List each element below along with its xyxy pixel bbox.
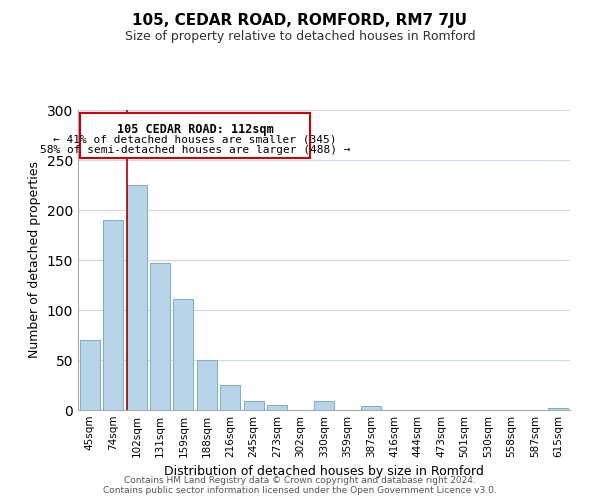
Bar xyxy=(150,263,170,410)
Text: ← 41% of detached houses are smaller (345): ← 41% of detached houses are smaller (34… xyxy=(53,134,337,144)
Bar xyxy=(127,185,146,410)
Bar xyxy=(267,405,287,410)
Bar xyxy=(314,401,334,410)
Bar xyxy=(80,340,100,410)
Text: 58% of semi-detached houses are larger (488) →: 58% of semi-detached houses are larger (… xyxy=(40,145,350,155)
Text: 105 CEDAR ROAD: 112sqm: 105 CEDAR ROAD: 112sqm xyxy=(117,123,274,136)
Text: Size of property relative to detached houses in Romford: Size of property relative to detached ho… xyxy=(125,30,475,43)
Bar xyxy=(220,385,240,410)
X-axis label: Distribution of detached houses by size in Romford: Distribution of detached houses by size … xyxy=(164,466,484,478)
Bar xyxy=(173,299,193,410)
Text: Contains HM Land Registry data © Crown copyright and database right 2024.: Contains HM Land Registry data © Crown c… xyxy=(124,476,476,485)
Y-axis label: Number of detached properties: Number of detached properties xyxy=(28,162,41,358)
Bar xyxy=(80,113,310,158)
Bar xyxy=(548,408,568,410)
Bar xyxy=(244,401,263,410)
Bar xyxy=(361,406,381,410)
Bar xyxy=(103,220,123,410)
Text: 105, CEDAR ROAD, ROMFORD, RM7 7JU: 105, CEDAR ROAD, ROMFORD, RM7 7JU xyxy=(133,12,467,28)
Bar xyxy=(197,360,217,410)
Text: Contains public sector information licensed under the Open Government Licence v3: Contains public sector information licen… xyxy=(103,486,497,495)
